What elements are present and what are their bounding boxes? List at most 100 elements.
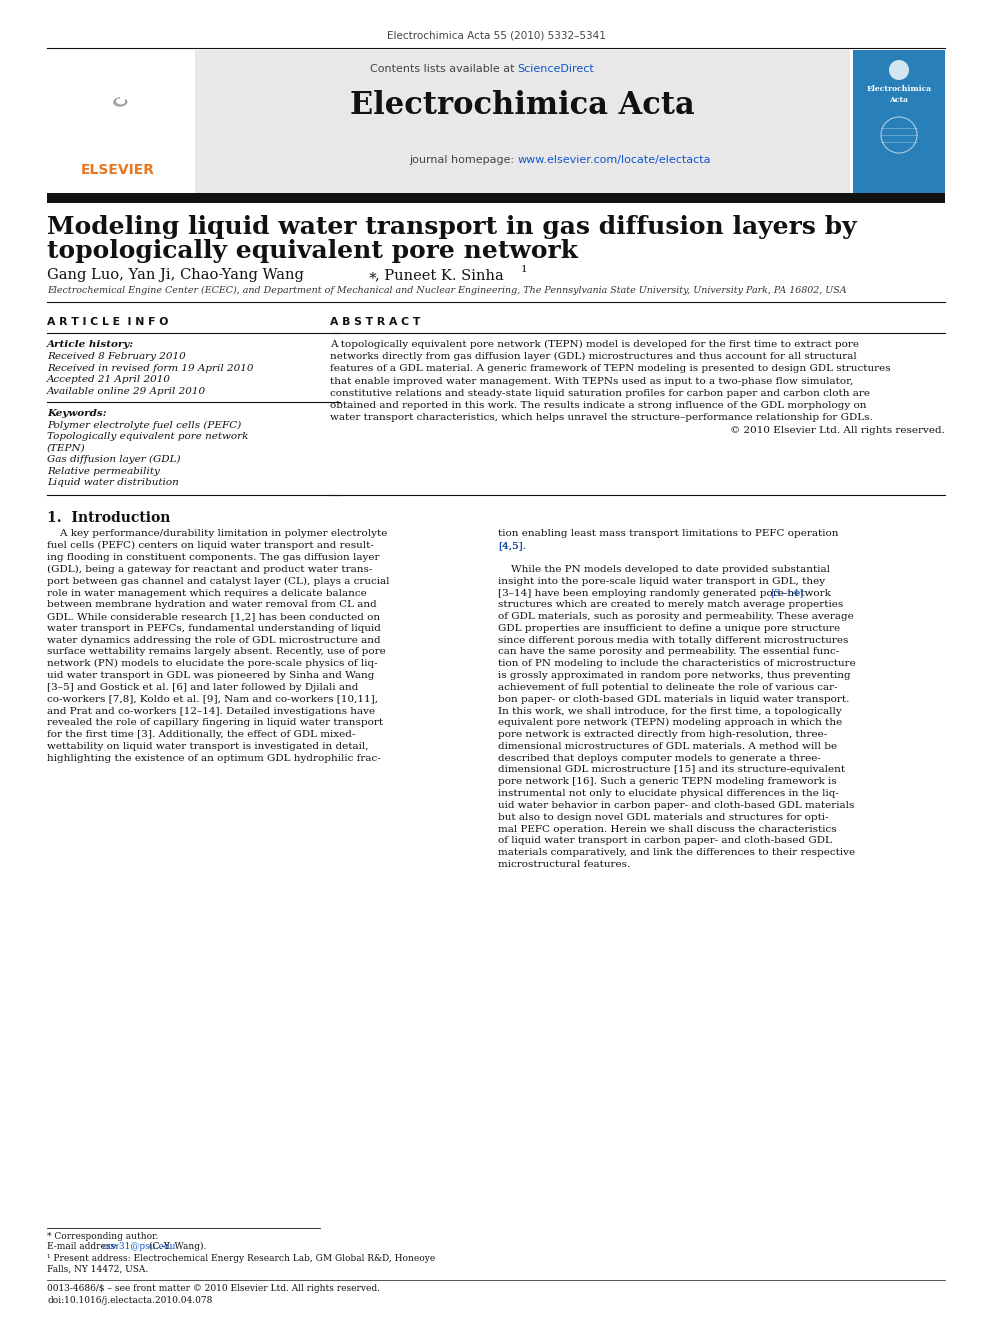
Text: materials comparatively, and link the differences to their respective: materials comparatively, and link the di…	[498, 848, 855, 857]
Text: insight into the pore-scale liquid water transport in GDL, they: insight into the pore-scale liquid water…	[498, 577, 825, 586]
Circle shape	[889, 60, 909, 79]
Text: tion of PN modeling to include the characteristics of microstructure: tion of PN modeling to include the chara…	[498, 659, 856, 668]
Text: Topologically equivalent pore network: Topologically equivalent pore network	[47, 433, 248, 441]
Text: Article history:: Article history:	[47, 340, 134, 349]
Text: Received 8 February 2010: Received 8 February 2010	[47, 352, 186, 361]
Text: [3–5] and Gostick et al. [6] and later followed by Djilali and: [3–5] and Gostick et al. [6] and later f…	[47, 683, 358, 692]
Text: A topologically equivalent pore network (TEPN) model is developed for the first : A topologically equivalent pore network …	[330, 340, 859, 349]
Text: A key performance/durability limitation in polymer electrolyte: A key performance/durability limitation …	[47, 529, 387, 538]
Text: mal PEFC operation. Herein we shall discuss the characteristics: mal PEFC operation. Herein we shall disc…	[498, 824, 836, 833]
Text: fuel cells (PEFC) centers on liquid water transport and result-: fuel cells (PEFC) centers on liquid wate…	[47, 541, 374, 550]
Text: of liquid water transport in carbon paper- and cloth-based GDL: of liquid water transport in carbon pape…	[498, 836, 832, 845]
Text: ELSEVIER: ELSEVIER	[81, 163, 155, 177]
Text: (GDL), being a gateway for reactant and product water trans-: (GDL), being a gateway for reactant and …	[47, 565, 372, 574]
Text: between membrane hydration and water removal from CL and: between membrane hydration and water rem…	[47, 601, 377, 610]
Text: networks directly from gas diffusion layer (GDL) microstructures and thus accoun: networks directly from gas diffusion lay…	[330, 352, 857, 361]
Text: A B S T R A C T: A B S T R A C T	[330, 318, 421, 327]
Text: (C.-Y. Wang).: (C.-Y. Wang).	[146, 1242, 206, 1252]
Bar	[47, 50, 195, 194]
Bar	[195, 50, 850, 194]
Text: E-mail address:: E-mail address:	[47, 1242, 121, 1252]
Text: structures which are created to merely match average properties: structures which are created to merely m…	[498, 601, 843, 610]
Text: 1.  Introduction: 1. Introduction	[47, 512, 171, 525]
Text: network (PN) models to elucidate the pore-scale physics of liq-: network (PN) models to elucidate the por…	[47, 659, 378, 668]
Text: instrumental not only to elucidate physical differences in the liq-: instrumental not only to elucidate physi…	[498, 789, 839, 798]
Text: journal homepage:: journal homepage:	[409, 155, 518, 165]
Text: While the PN models developed to date provided substantial: While the PN models developed to date pr…	[498, 565, 830, 574]
Text: GDL properties are insufficient to define a unique pore structure: GDL properties are insufficient to defin…	[498, 624, 840, 632]
Text: GDL. While considerable research [1,2] has been conducted on: GDL. While considerable research [1,2] h…	[47, 613, 380, 620]
Text: can have the same porosity and permeability. The essential func-: can have the same porosity and permeabil…	[498, 647, 839, 656]
Text: * Corresponding author.: * Corresponding author.	[47, 1232, 159, 1241]
Text: uid water transport in GDL was pioneered by Sinha and Wang: uid water transport in GDL was pioneered…	[47, 671, 374, 680]
Text: is grossly approximated in random pore networks, thus preventing: is grossly approximated in random pore n…	[498, 671, 850, 680]
Text: A R T I C L E  I N F O: A R T I C L E I N F O	[47, 318, 169, 327]
Text: but also to design novel GDL materials and structures for opti-: but also to design novel GDL materials a…	[498, 812, 828, 822]
Bar	[47, 193, 945, 202]
Text: Accepted 21 April 2010: Accepted 21 April 2010	[47, 376, 171, 385]
Text: water dynamics addressing the role of GDL microstructure and: water dynamics addressing the role of GD…	[47, 635, 381, 644]
Text: microstructural features.: microstructural features.	[498, 860, 630, 869]
Text: cxw31@psu.edu: cxw31@psu.edu	[101, 1242, 176, 1252]
Text: Electrochimica: Electrochimica	[866, 85, 931, 93]
Text: surface wettability remains largely absent. Recently, use of pore: surface wettability remains largely abse…	[47, 647, 386, 656]
Text: for the first time [3]. Additionally, the effect of GDL mixed-: for the first time [3]. Additionally, th…	[47, 730, 355, 740]
Text: Electrochemical Engine Center (ECEC), and Department of Mechanical and Nuclear E: Electrochemical Engine Center (ECEC), an…	[47, 286, 846, 295]
Text: (TEPN): (TEPN)	[47, 443, 85, 452]
Text: ¹ Present address: Electrochemical Energy Research Lab, GM Global R&D, Honeoye: ¹ Present address: Electrochemical Energ…	[47, 1254, 435, 1263]
Text: , Puneet K. Sinha: , Puneet K. Sinha	[375, 269, 504, 282]
Text: pore network is extracted directly from high-resolution, three-: pore network is extracted directly from …	[498, 730, 827, 740]
Text: topologically equivalent pore network: topologically equivalent pore network	[47, 239, 578, 263]
Text: features of a GDL material. A generic framework of TEPN modeling is presented to: features of a GDL material. A generic fr…	[330, 364, 891, 373]
Text: since different porous media with totally different microstructures: since different porous media with totall…	[498, 635, 848, 644]
Text: bon paper- or cloth-based GDL materials in liquid water transport.: bon paper- or cloth-based GDL materials …	[498, 695, 849, 704]
Text: dimensional microstructures of GDL materials. A method will be: dimensional microstructures of GDL mater…	[498, 742, 837, 751]
Text: role in water management which requires a delicate balance: role in water management which requires …	[47, 589, 367, 598]
Text: Gas diffusion layer (GDL): Gas diffusion layer (GDL)	[47, 455, 181, 464]
Text: water transport characteristics, which helps unravel the structure–performance r: water transport characteristics, which h…	[330, 413, 873, 422]
Text: obtained and reported in this work. The results indicate a strong influence of t: obtained and reported in this work. The …	[330, 401, 866, 410]
Text: dimensional GDL microstructure [15] and its structure-equivalent: dimensional GDL microstructure [15] and …	[498, 766, 845, 774]
Text: Electrochimica Acta: Electrochimica Acta	[350, 90, 694, 120]
Text: achievement of full potential to delineate the role of various car-: achievement of full potential to delinea…	[498, 683, 837, 692]
Text: © 2010 Elsevier Ltd. All rights reserved.: © 2010 Elsevier Ltd. All rights reserved…	[730, 426, 945, 435]
Text: Received in revised form 19 April 2010: Received in revised form 19 April 2010	[47, 364, 254, 373]
Text: Contents lists available at: Contents lists available at	[369, 64, 518, 74]
Text: and Prat and co-workers [12–14]. Detailed investigations have: and Prat and co-workers [12–14]. Detaile…	[47, 706, 375, 716]
Text: [4,5].: [4,5].	[498, 541, 526, 550]
Text: co-workers [7,8], Koldo et al. [9], Nam and co-workers [10,11],: co-workers [7,8], Koldo et al. [9], Nam …	[47, 695, 378, 704]
Text: uid water behavior in carbon paper- and cloth-based GDL materials: uid water behavior in carbon paper- and …	[498, 800, 854, 810]
Text: ScienceDirect: ScienceDirect	[518, 64, 594, 74]
Text: 1: 1	[521, 265, 528, 274]
Text: revealed the role of capillary fingering in liquid water transport: revealed the role of capillary fingering…	[47, 718, 383, 728]
Text: Gang Luo, Yan Ji, Chao-Yang Wang: Gang Luo, Yan Ji, Chao-Yang Wang	[47, 269, 304, 282]
Text: wettability on liquid water transport is investigated in detail,: wettability on liquid water transport is…	[47, 742, 368, 751]
Text: In this work, we shall introduce, for the first time, a topologically: In this work, we shall introduce, for th…	[498, 706, 842, 716]
Text: [3–14]: [3–14]	[770, 589, 804, 598]
Text: of GDL materials, such as porosity and permeability. These average: of GDL materials, such as porosity and p…	[498, 613, 854, 620]
Text: Liquid water distribution: Liquid water distribution	[47, 478, 179, 487]
Text: equivalent pore network (TEPN) modeling approach in which the: equivalent pore network (TEPN) modeling …	[498, 718, 842, 728]
Text: tion enabling least mass transport limitations to PEFC operation: tion enabling least mass transport limit…	[498, 529, 838, 538]
Text: Falls, NY 14472, USA.: Falls, NY 14472, USA.	[47, 1265, 148, 1274]
Text: Available online 29 April 2010: Available online 29 April 2010	[47, 388, 206, 396]
Text: 0013-4686/$ – see front matter © 2010 Elsevier Ltd. All rights reserved.: 0013-4686/$ – see front matter © 2010 El…	[47, 1285, 380, 1293]
Text: Modeling liquid water transport in gas diffusion layers by: Modeling liquid water transport in gas d…	[47, 216, 857, 239]
Text: Polymer electrolyte fuel cells (PEFC): Polymer electrolyte fuel cells (PEFC)	[47, 421, 241, 430]
Text: Keywords:: Keywords:	[47, 409, 106, 418]
Text: [4,5].: [4,5].	[498, 541, 526, 550]
Text: Electrochimica Acta 55 (2010) 5332–5341: Electrochimica Acta 55 (2010) 5332–5341	[387, 30, 605, 40]
Bar	[853, 50, 945, 194]
Text: pore network [16]. Such a generic TEPN modeling framework is: pore network [16]. Such a generic TEPN m…	[498, 778, 836, 786]
Text: Relative permeability: Relative permeability	[47, 467, 160, 475]
Text: port between gas channel and catalyst layer (CL), plays a crucial: port between gas channel and catalyst la…	[47, 577, 390, 586]
Text: that enable improved water management. With TEPNs used as input to a two-phase f: that enable improved water management. W…	[330, 377, 853, 385]
Text: ing flooding in constituent components. The gas diffusion layer: ing flooding in constituent components. …	[47, 553, 380, 562]
Text: highlighting the existence of an optimum GDL hydrophilic frac-: highlighting the existence of an optimum…	[47, 754, 381, 762]
Text: constitutive relations and steady-state liquid saturation profiles for carbon pa: constitutive relations and steady-state …	[330, 389, 870, 398]
Text: www.elsevier.com/locate/electacta: www.elsevier.com/locate/electacta	[518, 155, 711, 165]
Text: doi:10.1016/j.electacta.2010.04.078: doi:10.1016/j.electacta.2010.04.078	[47, 1297, 212, 1304]
Text: Acta: Acta	[890, 97, 909, 105]
Text: described that deploys computer models to generate a three-: described that deploys computer models t…	[498, 754, 820, 762]
Text: water transport in PEFCs, fundamental understanding of liquid: water transport in PEFCs, fundamental un…	[47, 624, 381, 632]
